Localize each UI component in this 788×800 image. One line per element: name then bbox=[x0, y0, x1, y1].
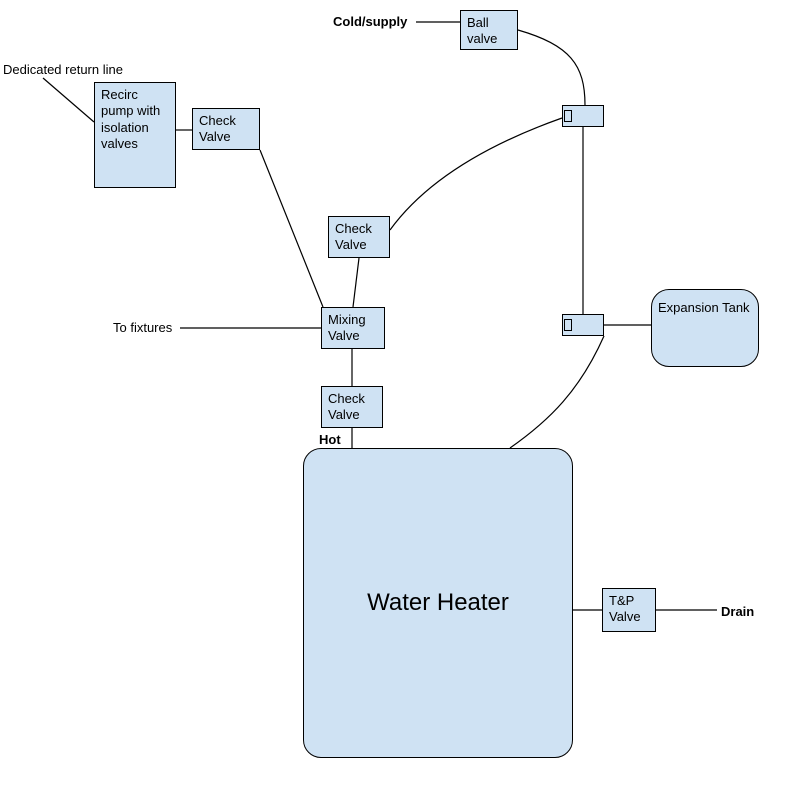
drain-label: Drain bbox=[721, 604, 754, 619]
water-heater-label: Water Heater bbox=[367, 588, 509, 618]
mixing-valve-label: Mixing Valve bbox=[328, 312, 378, 345]
check-valve-2-node: Check Valve bbox=[328, 216, 390, 258]
check-valve-1-node: Check Valve bbox=[192, 108, 260, 150]
ball-valve-node: Ball valve bbox=[460, 10, 518, 50]
dedicated-return-label: Dedicated return line bbox=[3, 62, 123, 77]
to-fixtures-label: To fixtures bbox=[113, 320, 172, 335]
tp-valve-label: T&P Valve bbox=[609, 593, 649, 626]
check-valve-1-label: Check Valve bbox=[199, 113, 253, 146]
cold-supply-label: Cold/supply bbox=[333, 14, 407, 29]
recirc-pump-label: Recirc pump with isolation valves bbox=[101, 87, 169, 152]
check-valve-2-label: Check Valve bbox=[335, 221, 383, 254]
check-valve-3-label: Check Valve bbox=[328, 391, 376, 424]
tp-valve-node: T&P Valve bbox=[602, 588, 656, 632]
expansion-tank-label: Expansion Tank bbox=[658, 300, 750, 316]
mixing-valve-node: Mixing Valve bbox=[321, 307, 385, 349]
tee-top-inner bbox=[564, 110, 572, 122]
check-valve-3-node: Check Valve bbox=[321, 386, 383, 428]
tee-bottom-inner bbox=[564, 319, 572, 331]
water-heater-node: Water Heater bbox=[303, 448, 573, 758]
hot-label: Hot bbox=[319, 432, 341, 447]
recirc-pump-node: Recirc pump with isolation valves bbox=[94, 82, 176, 188]
expansion-tank-node: Expansion Tank bbox=[651, 289, 759, 367]
ball-valve-label: Ball valve bbox=[467, 15, 511, 48]
